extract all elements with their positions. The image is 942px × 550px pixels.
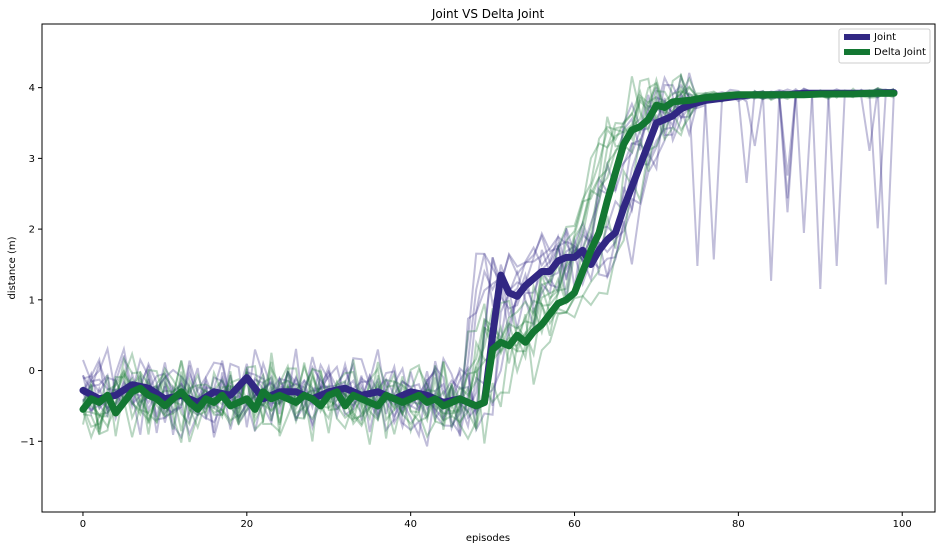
x-tick-label: 20 [240, 519, 253, 530]
legend-label-delta-joint: Delta Joint [874, 47, 926, 58]
y-tick-label: 0 [29, 366, 35, 377]
plot-frame [41, 23, 936, 513]
y-tick-label: 2 [29, 225, 35, 236]
plot-area [79, 72, 898, 447]
y-tick-label: 1 [29, 295, 35, 306]
y-tick-label: −1 [20, 437, 35, 448]
x-tick-label: 80 [732, 519, 745, 530]
x-axis-label: episodes [466, 533, 510, 544]
mean-line-delta-joint [79, 89, 898, 417]
mean-lines-layer [79, 89, 898, 417]
y-tick-label: 3 [29, 154, 35, 165]
y-axis-label: distance (m) [7, 236, 18, 299]
x-tick-label: 100 [893, 519, 912, 530]
chart-title: Joint VS Delta Joint [431, 7, 545, 21]
x-axis: 0 20 40 60 80 100 [80, 512, 912, 530]
x-tick-label: 60 [568, 519, 581, 530]
legend-label-joint: Joint [873, 32, 896, 43]
legend: Joint Delta Joint [838, 28, 931, 64]
x-tick-label: 40 [404, 519, 417, 530]
y-tick-label: 4 [29, 83, 35, 94]
y-axis: −1 0 1 2 3 4 [20, 83, 42, 448]
x-tick-label: 0 [80, 519, 86, 530]
